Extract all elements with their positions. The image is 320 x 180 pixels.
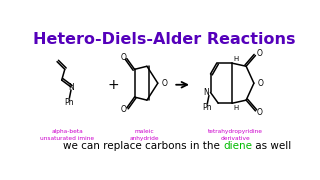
Text: O: O bbox=[162, 79, 168, 88]
Text: +: + bbox=[108, 78, 119, 92]
Text: we can replace carbons in the: we can replace carbons in the bbox=[63, 141, 223, 151]
Text: as well: as well bbox=[252, 141, 292, 151]
Text: O: O bbox=[256, 50, 262, 59]
Text: Hetero-Diels-Alder Reactions: Hetero-Diels-Alder Reactions bbox=[33, 32, 295, 47]
Text: H: H bbox=[234, 56, 239, 62]
Text: O: O bbox=[258, 79, 264, 88]
Text: diene: diene bbox=[223, 141, 252, 151]
Text: Ph: Ph bbox=[64, 98, 73, 107]
Text: maleic
anhydride: maleic anhydride bbox=[130, 129, 159, 141]
Text: N: N bbox=[203, 88, 209, 97]
Text: N: N bbox=[68, 83, 74, 92]
Text: alpha-beta
unsaturated imine: alpha-beta unsaturated imine bbox=[40, 129, 94, 141]
Text: O: O bbox=[121, 105, 127, 114]
Text: tetrahydropyridine
derivative: tetrahydropyridine derivative bbox=[208, 129, 263, 141]
Text: O: O bbox=[121, 53, 127, 62]
Text: Ph: Ph bbox=[202, 103, 212, 112]
Text: H: H bbox=[234, 105, 239, 111]
Text: O: O bbox=[256, 108, 262, 117]
